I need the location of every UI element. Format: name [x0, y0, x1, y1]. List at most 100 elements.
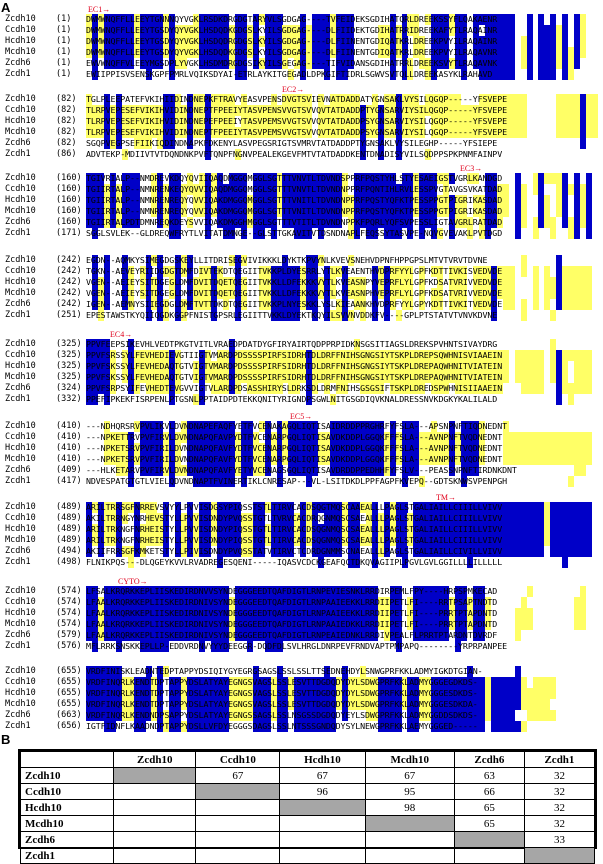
residue-highlight: [318, 195, 325, 206]
residue-highlight: [544, 69, 551, 80]
residue-highlight: [586, 206, 593, 217]
residue-highlight: [234, 206, 241, 217]
residue-highlight: [395, 94, 402, 105]
residue-highlight: [324, 14, 331, 25]
alignment-row: Zcdh6 (324) PPVFSRPSYIFEVHEDTEVGVVIGTVLARD…: [0, 383, 603, 394]
residue-highlight: [371, 288, 378, 299]
sequence-position: (489): [56, 535, 82, 545]
residue-highlight: [389, 14, 396, 25]
sequence-residues: TLRPVEPESEFVIKIHVIDINDNEPEFPEEIYTASVPEMS…: [86, 116, 507, 126]
identity-cell: [112, 799, 197, 816]
sequence-position: (325): [56, 339, 82, 349]
residue-highlight: [592, 116, 599, 127]
residue-highlight: [121, 25, 128, 36]
residue-highlight: [324, 69, 331, 80]
residue-highlight: [401, 14, 408, 25]
alignment-row: Zcdh6 (409) ---HLKETARVPVFIRVLDVNDNAPQFAVF…: [0, 465, 603, 476]
residue-highlight: [121, 116, 128, 127]
residue-highlight: [240, 14, 247, 25]
residue-highlight: [294, 116, 301, 127]
residue-highlight: [389, 58, 396, 69]
sequence-name: Mcdh10: [5, 288, 36, 298]
residue-highlight: [294, 25, 301, 36]
residue-highlight: [538, 14, 545, 25]
alignment-row: Hcdh10 (489) ARILTRKNGFNRHEISTYLLPVVISDNDY…: [0, 524, 603, 535]
sequence-name: Ccdh10: [5, 513, 36, 523]
residue-highlight: [324, 58, 331, 69]
residue-highlight: [342, 94, 348, 105]
residue-highlight: [169, 277, 176, 288]
residue-highlight: [508, 36, 515, 47]
residue-highlight: [401, 47, 408, 58]
table-row: Zcdh6 33: [20, 831, 596, 848]
residue-highlight: [455, 94, 462, 105]
residue-highlight: [580, 94, 587, 105]
residue-highlight: [300, 127, 307, 138]
sequence-residues: VRDFINQRLKENDTDPTAPPYDSLATYAYEGNGSVAGSLS…: [86, 688, 478, 698]
residue-highlight: [306, 58, 313, 69]
sequence-residues: PPVFEEPSIKEVHLVEDTPKGTVITLVRAEDPDATDYGFI…: [86, 339, 498, 349]
residue-highlight: [478, 58, 485, 69]
residue-highlight: [508, 266, 515, 277]
residue-highlight: [258, 184, 265, 195]
residue-highlight: [139, 138, 146, 149]
residue-highlight: [127, 36, 134, 47]
residue-shading: [86, 138, 598, 149]
residue-highlight: [449, 127, 456, 138]
residue-highlight: [556, 58, 563, 69]
residue-highlight: [294, 105, 301, 116]
residue-highlight: [383, 173, 390, 184]
residue-highlight: [115, 217, 122, 228]
residue-highlight: [478, 94, 485, 105]
residue-highlight: [449, 94, 456, 105]
residue-highlight: [413, 47, 420, 58]
residue-highlight: [252, 195, 259, 206]
residue-highlight: [443, 94, 450, 105]
residue-highlight: [550, 277, 557, 288]
residue-highlight: [324, 277, 331, 288]
residue-highlight: [163, 47, 170, 58]
residue-shading: [86, 69, 598, 80]
residue-highlight: [562, 217, 569, 228]
alignment-row: Hcdh10 (410) ---NPKETSRVPVFIRILDVNDNAPQFAV…: [0, 443, 603, 454]
residue-highlight: [205, 94, 212, 105]
sequence-position: (324): [56, 383, 82, 393]
residue-highlight: [568, 266, 575, 277]
sequence-residues: TGLPLEEPATEFVKIHIIDINDNEPKFTRAVYEASVPENS…: [86, 94, 507, 104]
residue-highlight: [258, 36, 265, 47]
residue-highlight: [211, 277, 218, 288]
residue-highlight: [586, 266, 593, 277]
residue-highlight: [234, 277, 241, 288]
residue-highlight: [151, 14, 158, 25]
residue-highlight: [478, 228, 485, 239]
residue-highlight: [461, 217, 468, 228]
residue-highlight: [389, 184, 396, 195]
residue-highlight: [258, 105, 265, 116]
residue-highlight: [139, 58, 146, 69]
residue-highlight: [211, 206, 218, 217]
residue-highlight: [359, 116, 366, 127]
residue-highlight: [425, 173, 432, 184]
residue-highlight: [520, 94, 527, 105]
residue-highlight: [228, 94, 235, 105]
residue-highlight: [371, 228, 378, 239]
residue-highlight: [365, 127, 372, 138]
residue-highlight: [336, 47, 343, 58]
residue-highlight: [276, 266, 283, 277]
residue-highlight: [431, 25, 438, 36]
residue-highlight: [234, 149, 241, 160]
residue-highlight: [264, 116, 271, 127]
residue-highlight: [211, 105, 218, 116]
sequence-name: Hcdh10: [5, 608, 36, 618]
residue-highlight: [562, 25, 569, 36]
residue-highlight: [496, 69, 503, 80]
residue-highlight: [425, 195, 432, 206]
residue-highlight: [514, 116, 521, 127]
residue-highlight: [449, 25, 456, 36]
residue-highlight: [121, 149, 128, 160]
residue-highlight: [109, 195, 116, 206]
residue-highlight: [324, 184, 331, 195]
residue-highlight: [234, 195, 241, 206]
residue-highlight: [431, 47, 438, 58]
residue-highlight: [276, 277, 283, 288]
